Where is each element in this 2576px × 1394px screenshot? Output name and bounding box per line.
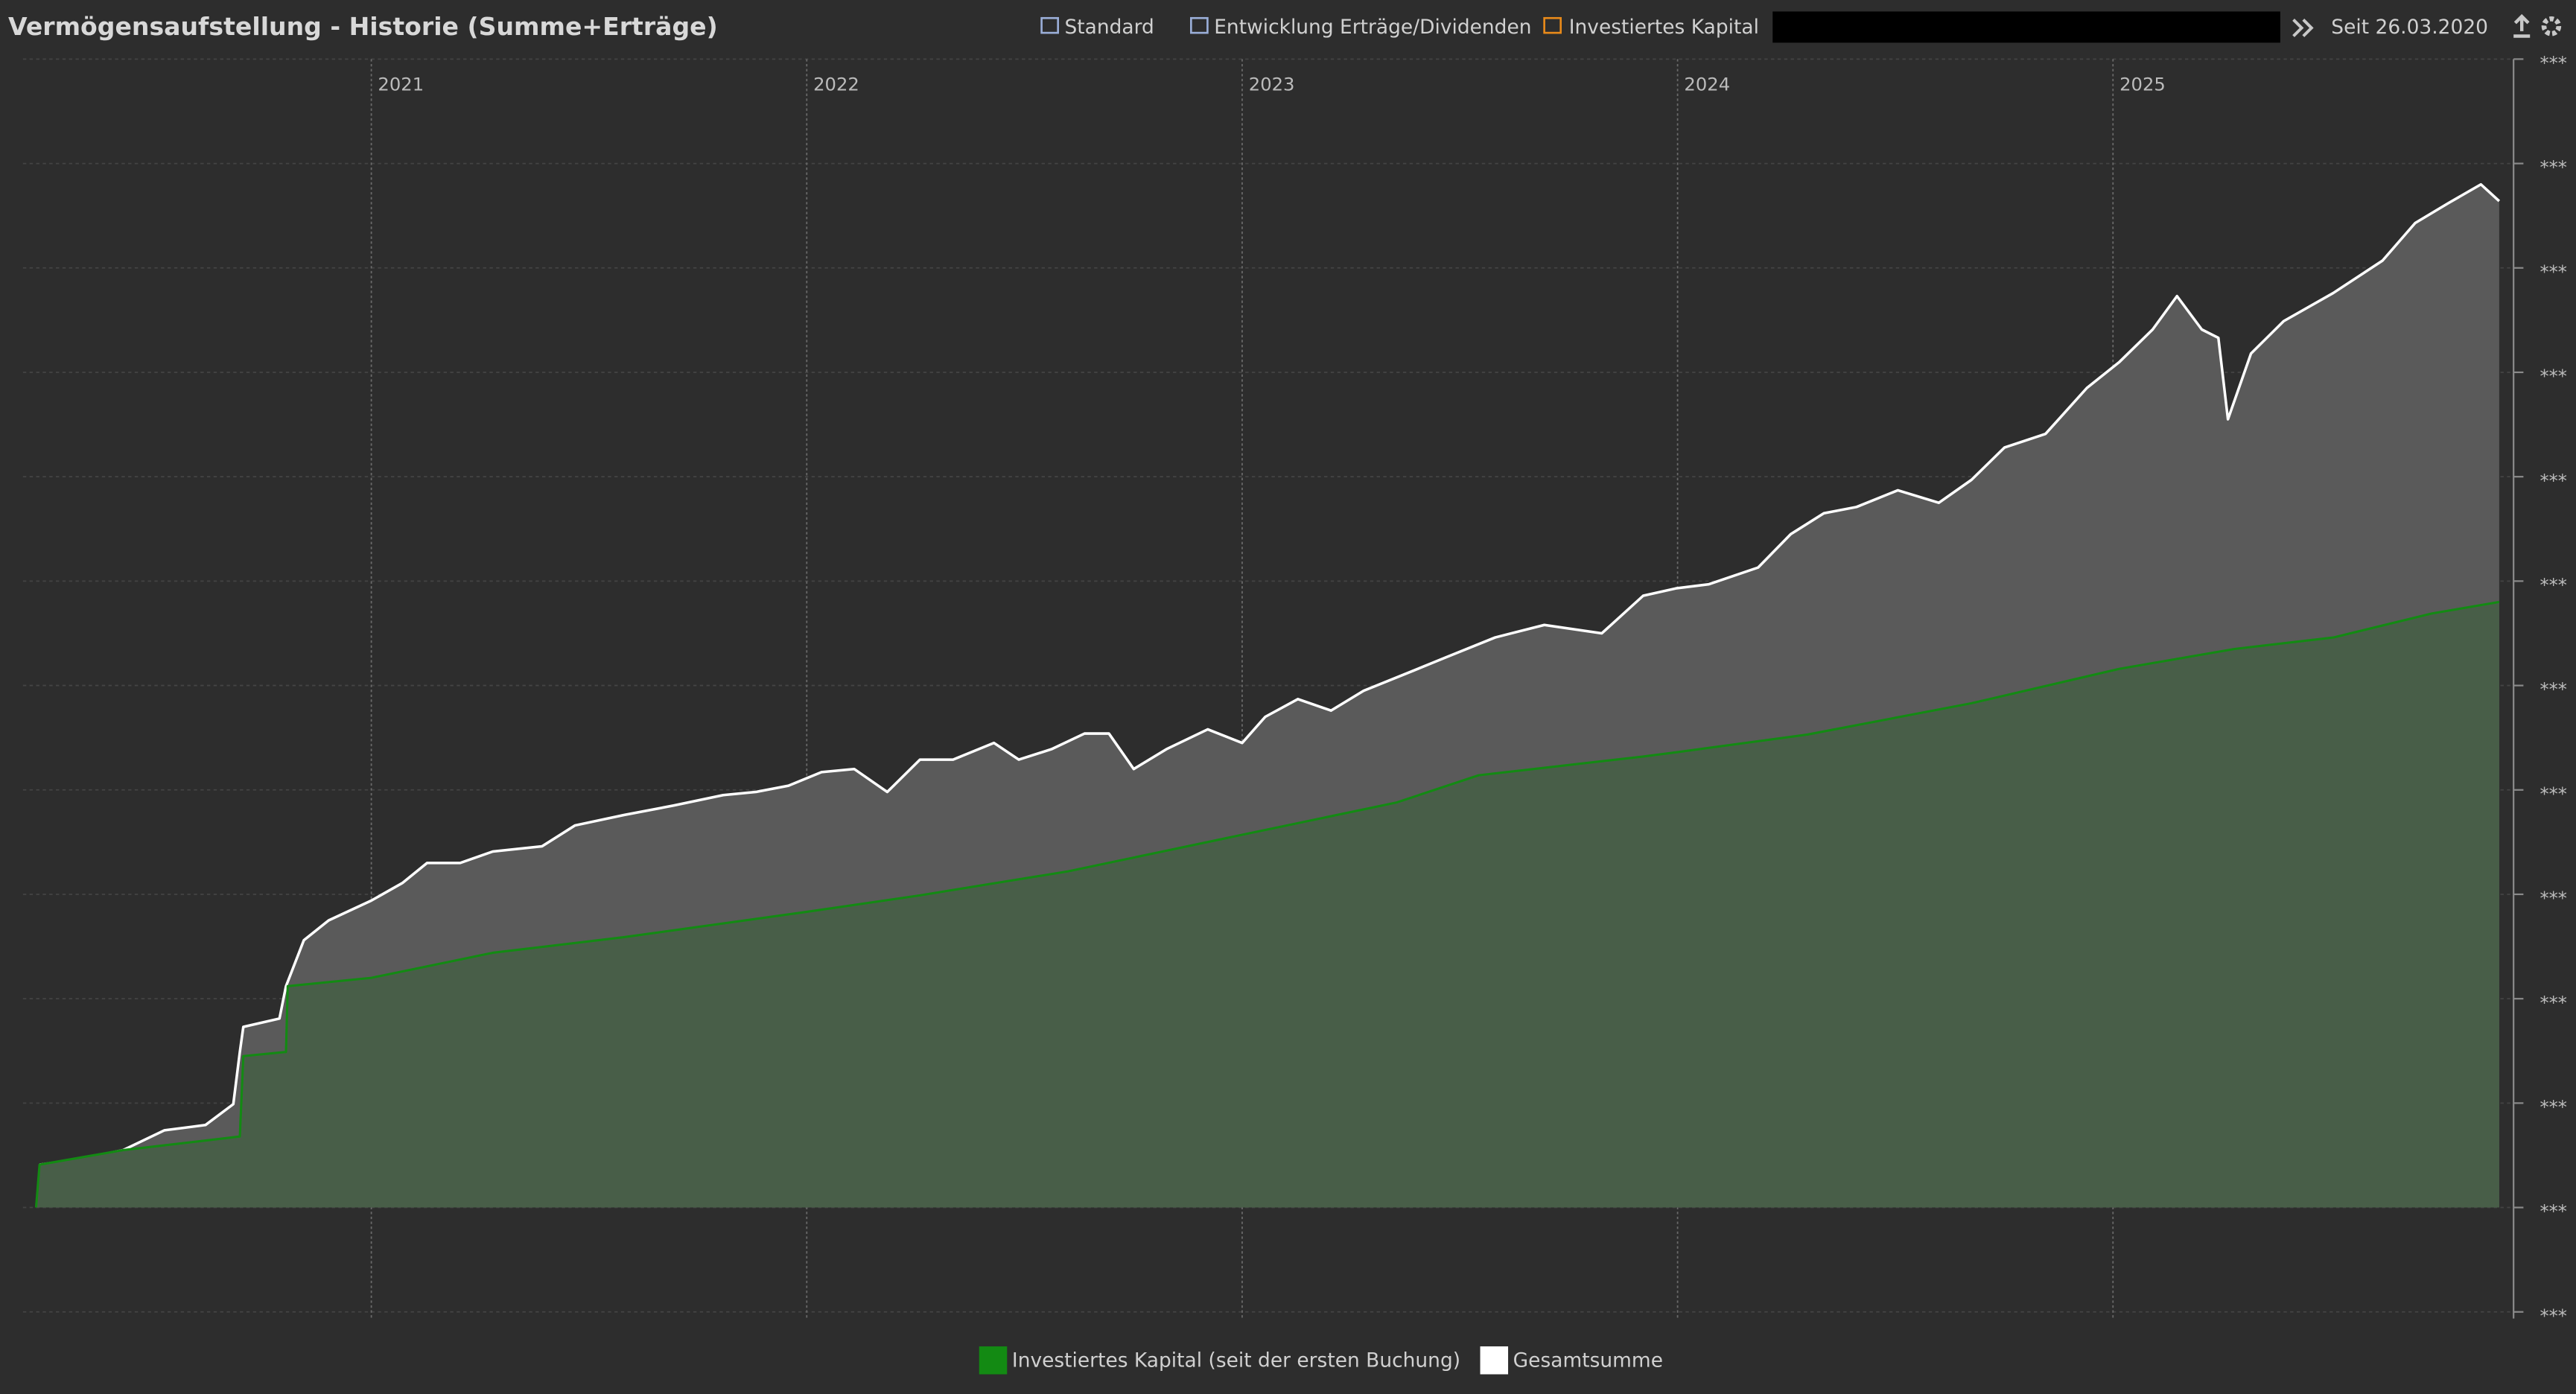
- x-tick-label: 2024: [1684, 74, 1730, 95]
- toolbar-item[interactable]: Entwicklung Erträge/Dividenden: [1214, 16, 1531, 39]
- checkbox-icon[interactable]: [1040, 16, 1059, 34]
- y-tick-label: ***: [2540, 992, 2566, 1013]
- series-line: [34, 600, 2500, 1208]
- area-fill: [36, 602, 2499, 1208]
- y-tick-label: ***: [2540, 470, 2566, 491]
- export-icon[interactable]: [2513, 13, 2531, 38]
- y-tick-label: ***: [2540, 783, 2566, 804]
- x-tick-label: 2025: [2119, 74, 2166, 95]
- legend-label: Investiertes Kapital (seit der ersten Bu…: [1012, 1349, 1460, 1372]
- y-tick-label: ***: [2540, 574, 2566, 596]
- window-title: Vermögensaufstellung - Historie (Summe+E…: [8, 12, 718, 41]
- y-tick-label: ***: [2540, 1305, 2566, 1326]
- plot-area: *** *** *** *** *** *** *** *** *** *** *** *** *** 2…: [22, 52, 2567, 1326]
- x-tick-label: 2022: [813, 74, 859, 95]
- since-date[interactable]: Seit 26.03.2020: [2331, 16, 2488, 39]
- checkbox-icon[interactable]: [1543, 16, 1562, 34]
- legend-swatch: [1480, 1346, 1509, 1375]
- toolbar-item[interactable]: Standard: [1064, 16, 1154, 39]
- checkbox-icon[interactable]: [1190, 16, 1209, 34]
- legend: Investiertes Kapital (seit der ersten Bu…: [979, 1346, 1663, 1375]
- x-tick-label: 2021: [378, 74, 424, 95]
- y-tick-label: ***: [2540, 888, 2566, 909]
- legend-swatch: [979, 1346, 1008, 1375]
- y-tick-label: ***: [2540, 1096, 2566, 1118]
- y-tick-label: ***: [2540, 52, 2566, 74]
- x-tick-label: 2023: [1249, 74, 1295, 95]
- forward-icon[interactable]: [2292, 19, 2314, 37]
- y-tick-label: ***: [2540, 261, 2566, 282]
- series-line: [39, 182, 2501, 1166]
- y-tick-label: ***: [2540, 366, 2566, 387]
- settings-icon[interactable]: [2541, 16, 2562, 36]
- y-tick-label: ***: [2540, 678, 2566, 700]
- toolbar-item[interactable]: Investiertes Kapital: [1569, 16, 1759, 39]
- y-tick-label: ***: [2540, 1200, 2566, 1222]
- redacted-box: [1772, 11, 2280, 43]
- y-tick-label: ***: [2540, 156, 2566, 178]
- legend-label: Gesamtsumme: [1513, 1349, 1663, 1372]
